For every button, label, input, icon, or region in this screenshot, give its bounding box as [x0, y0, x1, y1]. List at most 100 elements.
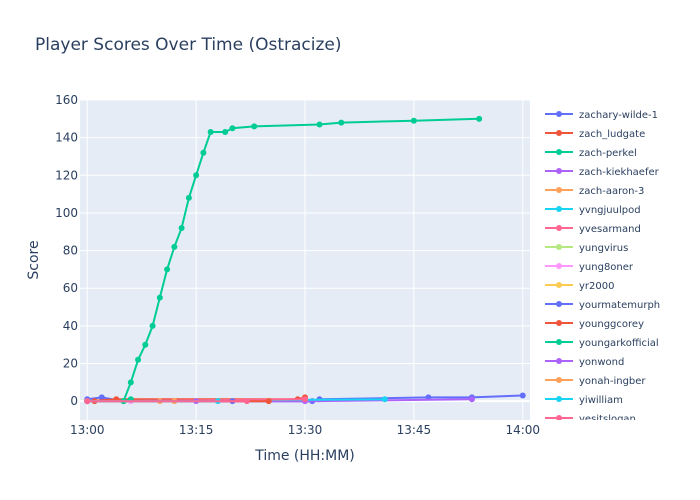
legend-item[interactable]: younggcorey — [545, 319, 644, 330]
data-point — [185, 194, 192, 201]
y-tick-label: 120 — [55, 168, 78, 182]
legend-label: yourmatemurph — [579, 300, 660, 311]
y-tick-label: 80 — [63, 244, 78, 258]
y-tick-label: 160 — [55, 93, 78, 107]
legend-label: yvngjuulpod — [579, 205, 641, 216]
legend-label: yr2000 — [579, 281, 614, 292]
x-tick-label: 14:00 — [505, 423, 540, 437]
data-point — [410, 117, 417, 124]
data-point — [468, 396, 475, 403]
legend-label: yonah-ingber — [579, 376, 646, 387]
legend-marker — [556, 225, 562, 231]
data-point — [84, 398, 91, 405]
legend-item[interactable]: yung8oner — [545, 262, 634, 273]
x-tick-label: 13:15 — [179, 423, 214, 437]
legend-label: yesitslogan — [579, 414, 636, 425]
legend-item[interactable]: zach-aaron-3 — [545, 186, 644, 197]
series-line — [122, 117, 480, 402]
legend-marker — [556, 168, 562, 174]
legend[interactable]: zachary-wilde-1 zach_ludgate zach-perkel za… — [545, 110, 660, 425]
legend-item[interactable]: zach_ludgate — [545, 129, 645, 140]
data-point — [222, 129, 229, 135]
legend-marker — [556, 415, 562, 420]
data-point — [229, 125, 236, 132]
legend-label: zach-kiekhaefer — [579, 167, 660, 178]
y-tick-label: 100 — [55, 206, 78, 220]
x-tick-labels: 13:00 13:15 13:30 13:45 14:00 — [70, 423, 540, 437]
legend-item[interactable]: yesitslogan — [545, 414, 636, 425]
data-point — [302, 396, 308, 403]
legend-item[interactable]: yourmatemurph — [545, 300, 660, 311]
legend-marker — [556, 358, 562, 364]
legend-label: yung8oner — [579, 262, 634, 273]
data-point — [476, 115, 483, 122]
data-point — [164, 266, 171, 273]
legend-label: yiwilliam — [579, 395, 623, 406]
legend-label: zach-aaron-3 — [579, 186, 644, 197]
chart-title: Player Scores Over Time (Ostracize) — [35, 35, 342, 55]
legend-label: zachary-wilde-1 — [579, 110, 658, 121]
data-point — [135, 356, 142, 363]
data-point — [519, 392, 526, 399]
data-point — [142, 341, 149, 348]
legend-marker — [556, 263, 562, 269]
series-yesitslogan — [84, 398, 250, 405]
legend-label: yungvirus — [579, 243, 628, 254]
x-axis-label: Time (HH:MM) — [254, 448, 355, 464]
legend-marker — [556, 149, 562, 155]
legend-item[interactable]: yvngjuulpod — [545, 205, 641, 216]
y-tick-labels: 0 20 40 60 80 100 120 140 160 — [55, 93, 78, 408]
data-point — [265, 398, 272, 405]
legend-marker — [556, 187, 562, 193]
data-point — [98, 394, 105, 401]
data-point — [193, 172, 200, 179]
data-point — [149, 322, 156, 329]
legend-marker — [556, 130, 562, 136]
legend-marker — [556, 320, 562, 326]
x-tick-label: 13:00 — [70, 423, 105, 437]
legend-marker — [556, 282, 562, 288]
legend-marker — [556, 301, 562, 307]
y-axis-label: Score — [26, 240, 42, 279]
series-layer — [84, 115, 526, 405]
y-tick-label: 40 — [63, 319, 78, 333]
legend-item[interactable]: zach-kiekhaefer — [545, 167, 660, 178]
data-point — [243, 398, 250, 405]
y-tick-label: 140 — [55, 131, 78, 145]
x-tick-label: 13:45 — [397, 423, 432, 437]
legend-item[interactable]: youngarkofficial — [545, 338, 659, 349]
data-point — [127, 379, 134, 386]
legend-label: yvesarmand — [579, 224, 641, 235]
data-point — [251, 123, 258, 130]
data-point — [171, 243, 178, 250]
legend-item[interactable]: zach-perkel — [545, 148, 637, 159]
data-point — [178, 225, 185, 231]
legend-item[interactable]: yiwilliam — [545, 395, 623, 406]
legend-label: youngarkofficial — [579, 338, 659, 349]
legend-marker — [556, 244, 562, 250]
y-tick-label: 20 — [63, 357, 78, 371]
data-point — [207, 129, 214, 135]
y-tick-label: 60 — [63, 281, 78, 295]
legend-item[interactable]: yvesarmand — [545, 224, 641, 235]
legend-item[interactable]: yungvirus — [545, 243, 628, 254]
legend-label: zach-perkel — [579, 148, 637, 159]
data-point — [316, 121, 323, 128]
legend-label: zach_ludgate — [579, 129, 645, 140]
data-point — [338, 119, 345, 126]
legend-item[interactable]: yonah-ingber — [545, 376, 646, 387]
data-point — [200, 149, 207, 156]
legend-item[interactable]: yonwond — [545, 357, 624, 368]
x-tick-label: 13:30 — [288, 423, 323, 437]
legend-marker — [556, 396, 562, 402]
legend-marker — [556, 111, 562, 117]
legend-marker — [556, 206, 562, 212]
legend-item[interactable]: yr2000 — [545, 281, 614, 292]
data-point — [156, 294, 163, 301]
legend-item[interactable]: zachary-wilde-1 — [545, 110, 658, 121]
legend-marker — [556, 377, 562, 383]
legend-label: younggcorey — [579, 319, 644, 330]
legend-label: yonwond — [579, 357, 624, 368]
data-point — [381, 396, 388, 403]
